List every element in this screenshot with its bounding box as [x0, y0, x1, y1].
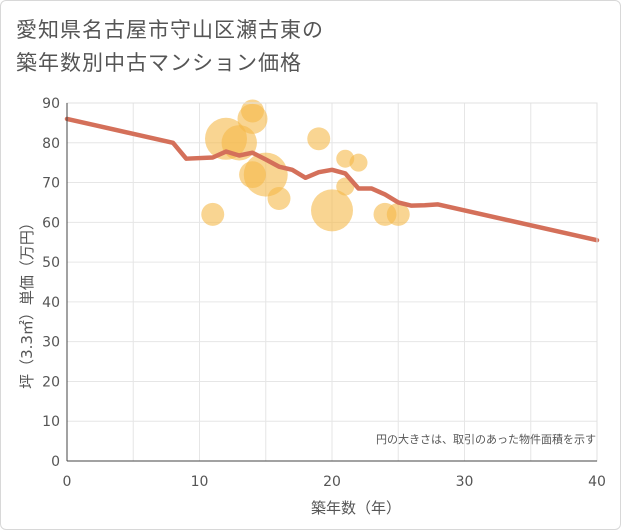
y-tick-label: 30 — [42, 335, 60, 351]
y-tick-label: 20 — [42, 374, 60, 390]
bubble-layer — [201, 99, 410, 232]
grid-lines — [66, 102, 598, 462]
bubble-point — [336, 177, 355, 196]
line-layer — [64, 116, 600, 243]
y-tick-label: 40 — [42, 295, 60, 311]
chart-title: 愛知県名古屋市守山区瀬古東の 築年数別中古マンション価格 — [16, 18, 324, 75]
y-tick-label: 0 — [51, 454, 60, 470]
x-tick-label: 20 — [323, 474, 341, 490]
bubble-point — [349, 153, 368, 172]
tick-labels: 0 10 20 30 40 50 60 70 80 90 0 10 20 30 40 — [42, 96, 606, 490]
axes — [66, 102, 598, 462]
y-tick-label: 10 — [42, 414, 60, 430]
bubble-point — [267, 186, 291, 210]
y-tick-label: 70 — [42, 176, 60, 192]
size-annotation: 円の大きさは、取引のあった物件面積を示す — [376, 432, 596, 446]
bubble-point — [307, 127, 331, 151]
y-tick-label: 60 — [42, 215, 60, 231]
y-tick-label: 80 — [42, 136, 60, 152]
x-axis-label: 築年数（年） — [311, 499, 401, 517]
bubble-point — [311, 189, 353, 232]
x-tick-label: 0 — [63, 474, 72, 490]
bubble-point — [386, 202, 410, 226]
bubble-point — [237, 103, 268, 134]
series-line — [64, 116, 600, 243]
x-tick-label: 30 — [456, 474, 474, 490]
x-tick-label: 10 — [191, 474, 209, 490]
x-tick-label: 40 — [588, 474, 606, 490]
y-tick-label: 50 — [42, 255, 60, 271]
y-axis-label: 坪（3.3㎡）単価（万円） — [18, 215, 36, 389]
y-tick-label: 90 — [42, 96, 60, 112]
bubble-point — [201, 202, 225, 226]
